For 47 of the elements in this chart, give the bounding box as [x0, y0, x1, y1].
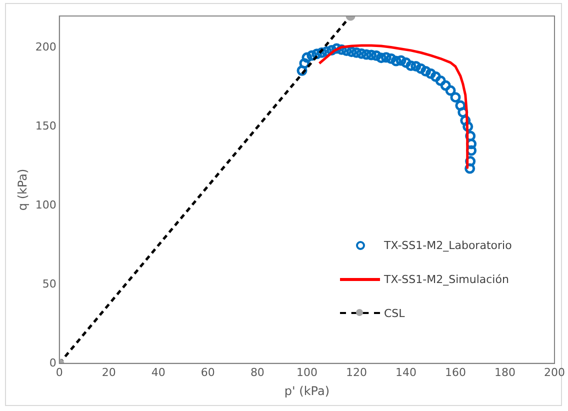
point	[299, 58, 310, 69]
point	[380, 52, 392, 63]
y-tick-label: 150	[35, 119, 56, 132]
point	[410, 60, 422, 72]
x-tick-label: 100	[296, 366, 318, 379]
point	[356, 48, 367, 59]
point	[302, 52, 312, 63]
point	[400, 57, 412, 68]
point	[376, 52, 386, 64]
x-tick-label: 80	[250, 366, 264, 379]
point	[346, 46, 357, 58]
point	[386, 53, 396, 64]
point	[366, 50, 377, 60]
point	[396, 55, 406, 66]
point	[430, 71, 441, 82]
legend-label: TX-SS1-M2_Simulación	[384, 272, 509, 286]
point	[440, 80, 451, 91]
y-tick-label: 100	[35, 198, 56, 212]
point	[420, 66, 432, 77]
y-tick-label: 50	[42, 277, 56, 290]
x-tick-label: 120	[346, 366, 367, 379]
point	[435, 75, 446, 86]
y-axis-title: q (kPa)	[15, 168, 30, 211]
point	[351, 47, 362, 58]
point	[296, 65, 308, 76]
point	[406, 60, 416, 71]
point	[450, 92, 461, 103]
x-tick-label: 60	[200, 366, 215, 379]
x-tick-label: 180	[494, 366, 516, 379]
x-tick-label: 140	[395, 366, 416, 379]
point	[390, 56, 402, 66]
point	[455, 100, 466, 111]
point	[316, 47, 328, 58]
x-tick-label: 20	[102, 366, 116, 379]
point	[371, 50, 382, 61]
x-tick-label: 200	[544, 366, 565, 379]
point	[445, 85, 456, 96]
point	[425, 68, 436, 79]
legend-label: CSL	[384, 306, 405, 320]
point	[361, 49, 372, 60]
legend-label: TX-SS1-M2_Laboratorio	[384, 238, 512, 252]
x-axis-title: p' (kPa)	[284, 384, 330, 398]
y-tick-label: 0	[49, 356, 56, 370]
x-tick-label: 40	[151, 366, 166, 379]
y-tick-label: 200	[35, 40, 56, 54]
point	[416, 63, 426, 74]
x-tick-label: 160	[444, 366, 466, 379]
